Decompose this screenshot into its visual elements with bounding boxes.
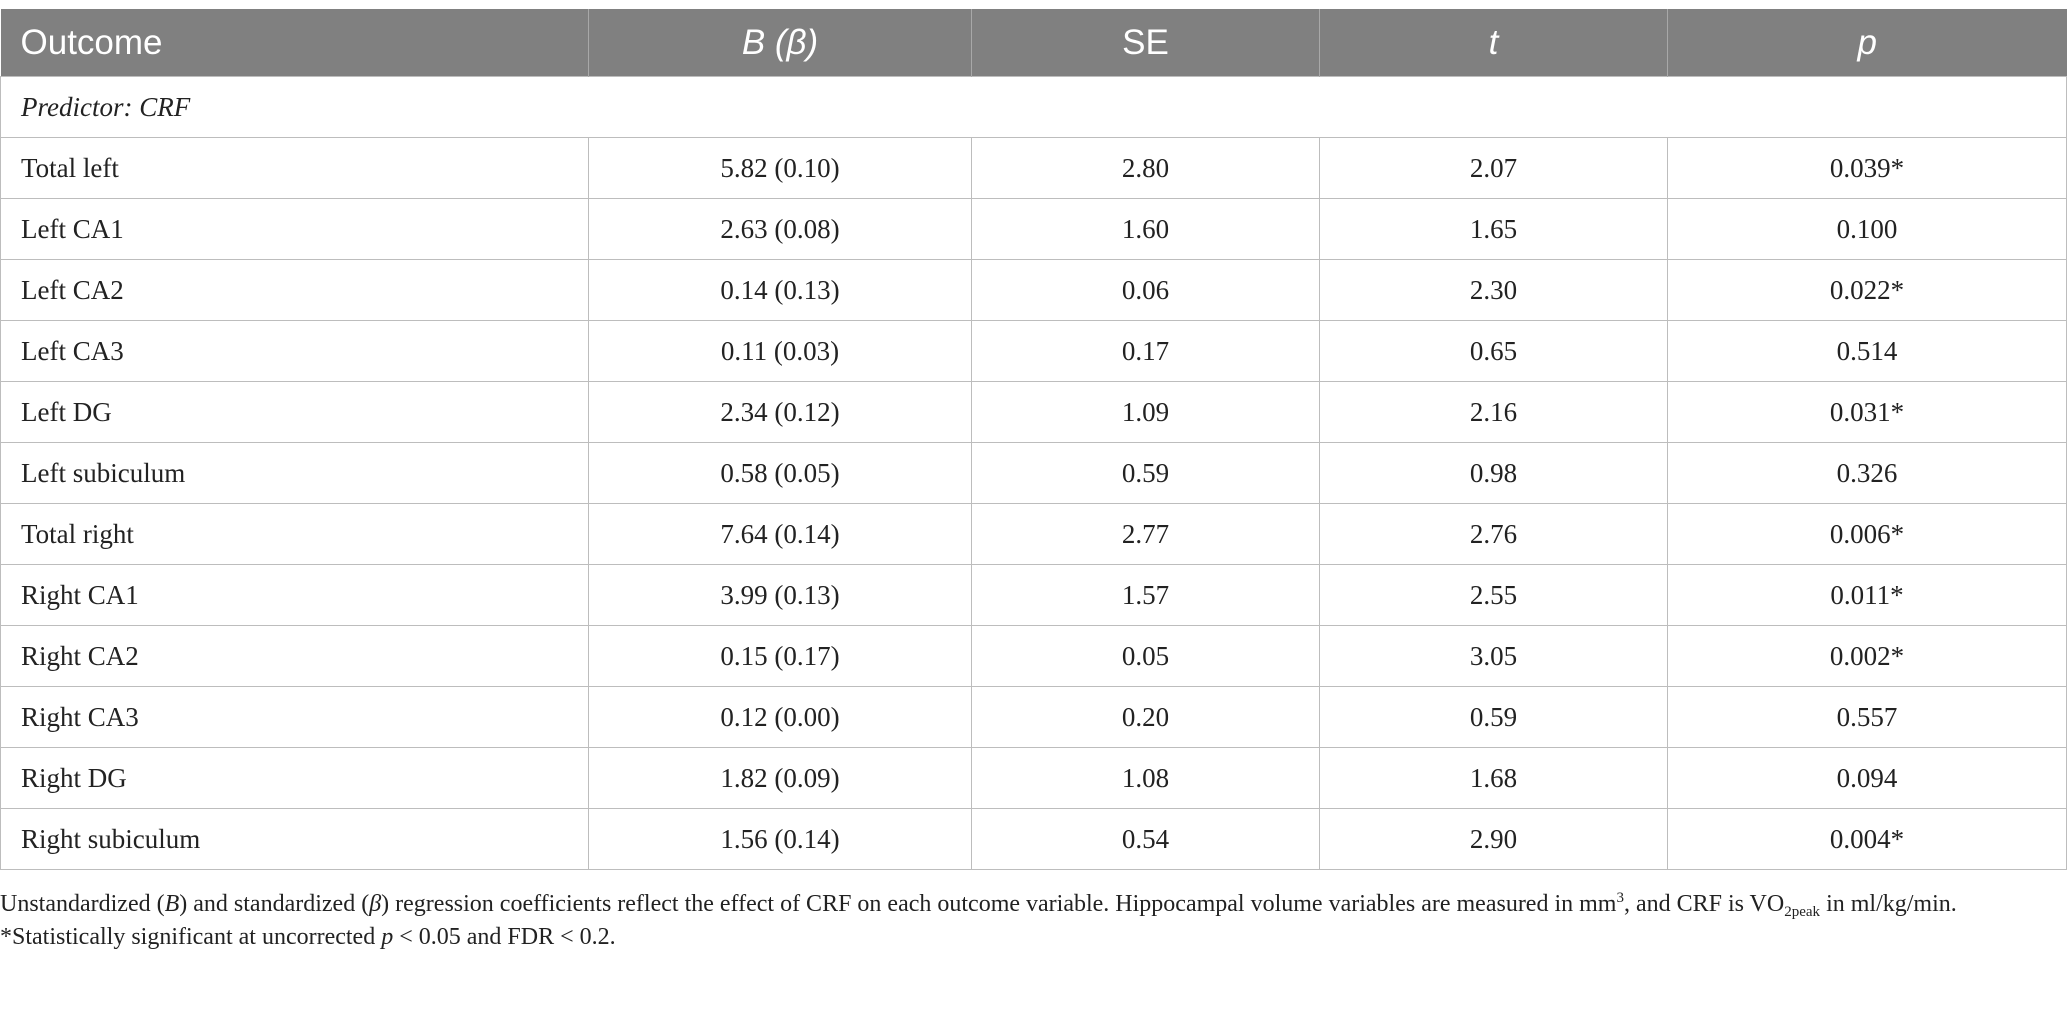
outcome-cell: Right CA3 [0, 686, 589, 748]
se-cell: 2.77 [971, 503, 1320, 565]
b-beta-cell: 0.58 (0.05) [588, 442, 972, 504]
outcome-cell: Left subiculum [0, 442, 589, 504]
p-cell: 0.514 [1667, 320, 2067, 382]
table-row: Left DG 2.34 (0.12) 1.09 2.16 0.031* [0, 381, 2067, 443]
table-row: Total left 5.82 (0.10) 2.80 2.07 0.039* [0, 137, 2067, 199]
b-beta-cell: 0.15 (0.17) [588, 625, 972, 687]
b-beta-cell: 2.34 (0.12) [588, 381, 972, 443]
b-beta-cell: 0.12 (0.00) [588, 686, 972, 748]
note-coefficients: Unstandardized (B) and standardized (β) … [0, 890, 1957, 920]
t-cell: 0.65 [1319, 320, 1668, 382]
b-beta-cell: 3.99 (0.13) [588, 564, 972, 626]
se-cell: 1.60 [971, 198, 1320, 260]
t-cell: 2.30 [1319, 259, 1668, 321]
se-cell: 0.54 [971, 808, 1320, 870]
p-cell: 0.326 [1667, 442, 2067, 504]
t-cell: 2.55 [1319, 564, 1668, 626]
se-cell: 0.20 [971, 686, 1320, 748]
table-row: Right DG 1.82 (0.09) 1.08 1.68 0.094 [0, 747, 2067, 809]
header-t: t [1319, 9, 1668, 77]
t-cell: 2.76 [1319, 503, 1668, 565]
outcome-cell: Left CA2 [0, 259, 589, 321]
t-cell: 3.05 [1319, 625, 1668, 687]
outcome-cell: Right CA1 [0, 564, 589, 626]
outcome-cell: Right DG [0, 747, 589, 809]
table-row: Total right 7.64 (0.14) 2.77 2.76 0.006* [0, 503, 2067, 565]
b-beta-cell: 1.82 (0.09) [588, 747, 972, 809]
p-cell: 0.004* [1667, 808, 2067, 870]
se-cell: 2.80 [971, 137, 1320, 199]
section-label: Predictor: CRF [0, 76, 2067, 138]
se-cell: 0.05 [971, 625, 1320, 687]
table-row: Right CA2 0.15 (0.17) 0.05 3.05 0.002* [0, 625, 2067, 687]
outcome-cell: Right CA2 [0, 625, 589, 687]
table-row: Left subiculum 0.58 (0.05) 0.59 0.98 0.326 [0, 442, 2067, 504]
se-cell: 0.17 [971, 320, 1320, 382]
table-row: Right CA3 0.12 (0.00) 0.20 0.59 0.557 [0, 686, 2067, 748]
p-cell: 0.002* [1667, 625, 2067, 687]
se-cell: 1.08 [971, 747, 1320, 809]
p-cell: 0.022* [1667, 259, 2067, 321]
se-cell: 0.06 [971, 259, 1320, 321]
table-row: Right CA1 3.99 (0.13) 1.57 2.55 0.011* [0, 564, 2067, 626]
outcome-cell: Left DG [0, 381, 589, 443]
b-beta-cell: 0.14 (0.13) [588, 259, 972, 321]
p-cell: 0.039* [1667, 137, 2067, 199]
outcome-cell: Left CA1 [0, 198, 589, 260]
header-outcome: Outcome [0, 9, 589, 77]
t-cell: 2.07 [1319, 137, 1668, 199]
b-beta-cell: 0.11 (0.03) [588, 320, 972, 382]
t-cell: 1.68 [1319, 747, 1668, 809]
p-cell: 0.100 [1667, 198, 2067, 260]
b-beta-cell: 1.56 (0.14) [588, 808, 972, 870]
t-cell: 1.65 [1319, 198, 1668, 260]
table-row: Left CA1 2.63 (0.08) 1.60 1.65 0.100 [0, 198, 2067, 260]
t-cell: 2.90 [1319, 808, 1668, 870]
regression-table: Outcome B (β) SE t p Predictor: CRF Tota… [0, 9, 2067, 870]
section-row: Predictor: CRF [0, 76, 2067, 138]
p-cell: 0.557 [1667, 686, 2067, 748]
header-row: Outcome B (β) SE t p [0, 9, 2067, 77]
p-cell: 0.011* [1667, 564, 2067, 626]
header-b-beta: B (β) [588, 9, 972, 77]
table-row: Left CA2 0.14 (0.13) 0.06 2.30 0.022* [0, 259, 2067, 321]
p-cell: 0.094 [1667, 747, 2067, 809]
b-beta-cell: 5.82 (0.10) [588, 137, 972, 199]
t-cell: 0.59 [1319, 686, 1668, 748]
outcome-cell: Total left [0, 137, 589, 199]
t-cell: 2.16 [1319, 381, 1668, 443]
header-se: SE [971, 9, 1320, 77]
table-notes: Unstandardized (B) and standardized (β) … [0, 888, 2064, 954]
se-cell: 1.09 [971, 381, 1320, 443]
b-beta-cell: 7.64 (0.14) [588, 503, 972, 565]
se-cell: 0.59 [971, 442, 1320, 504]
b-beta-cell: 2.63 (0.08) [588, 198, 972, 260]
p-cell: 0.006* [1667, 503, 2067, 565]
outcome-cell: Left CA3 [0, 320, 589, 382]
p-cell: 0.031* [1667, 381, 2067, 443]
header-p: p [1667, 9, 2067, 77]
note-significance: *Statistically significant at uncorrecte… [0, 924, 616, 950]
table-row: Right subiculum 1.56 (0.14) 0.54 2.90 0.004* [0, 808, 2067, 870]
outcome-cell: Right subiculum [0, 808, 589, 870]
table-row: Left CA3 0.11 (0.03) 0.17 0.65 0.514 [0, 320, 2067, 382]
outcome-cell: Total right [0, 503, 589, 565]
se-cell: 1.57 [971, 564, 1320, 626]
t-cell: 0.98 [1319, 442, 1668, 504]
